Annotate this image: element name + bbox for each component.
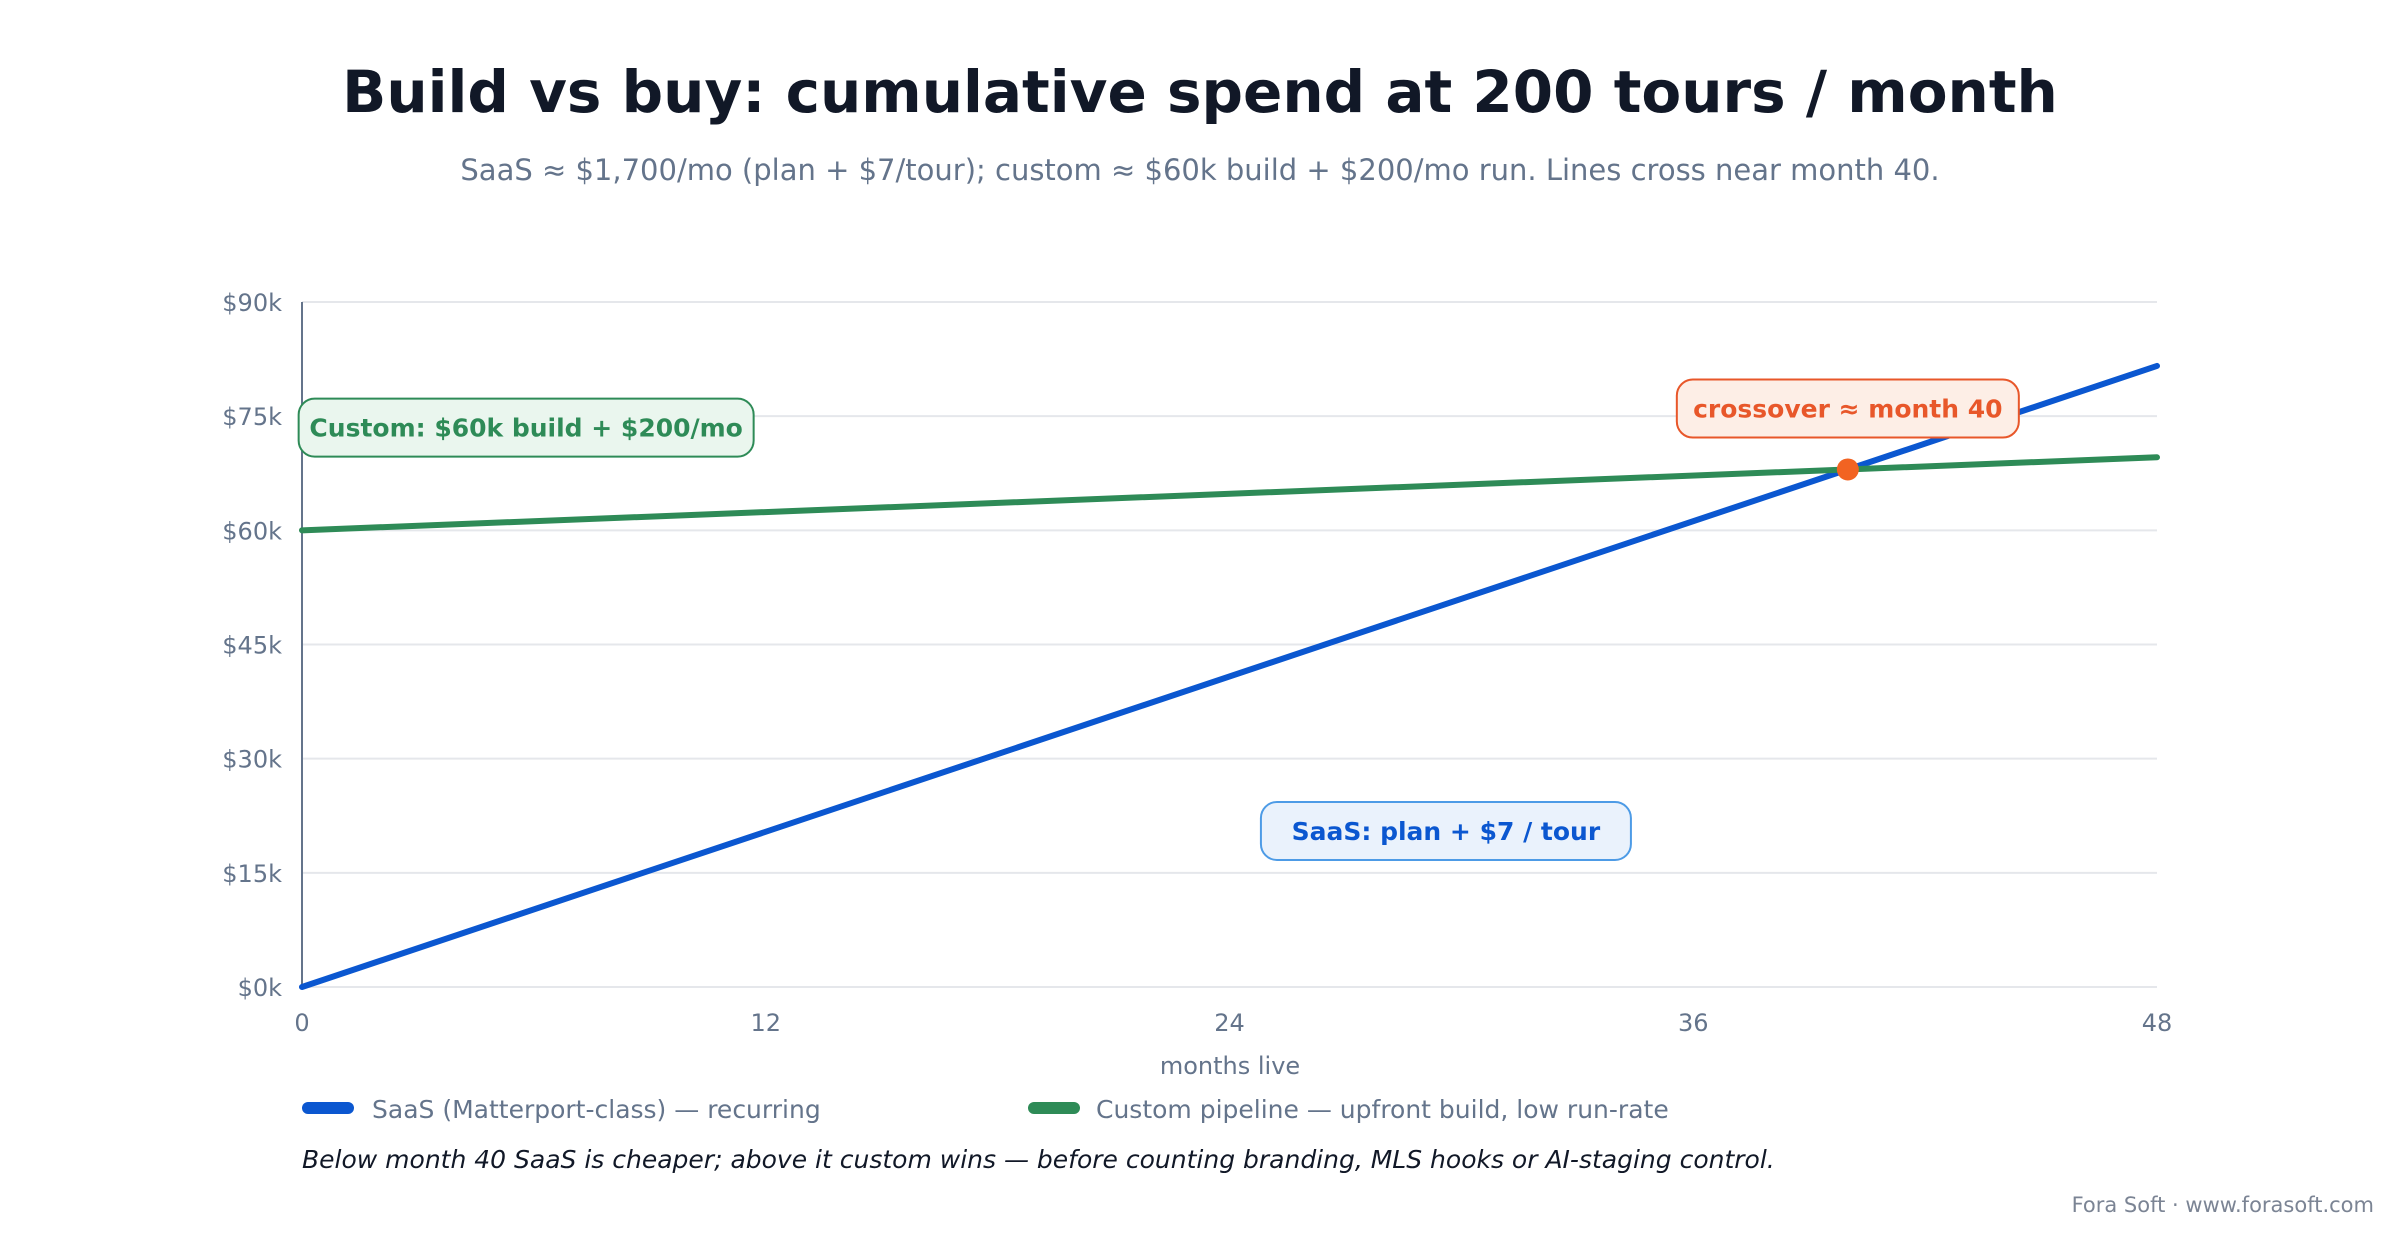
series-line-custom <box>299 454 2160 534</box>
annotation-custom-text: Custom: $60k build + $200/mo <box>309 414 742 443</box>
x-tick-label: 12 <box>750 1009 781 1037</box>
y-tick-label: $60k <box>222 517 282 545</box>
crossover-marker <box>1836 458 1859 481</box>
y-tick-label: $45k <box>222 632 282 660</box>
x-axis-label: months live <box>1160 1052 1300 1080</box>
annotation-crossover-text: crossover ≈ month 40 <box>1693 395 2002 424</box>
y-tick-labels: $0k $15k $30k $45k $60k $75k $90k <box>222 289 282 1002</box>
chart-title: Build vs buy: cumulative spend at 200 to… <box>342 58 2058 126</box>
y-tick-label: $90k <box>222 289 282 317</box>
y-tick-label: $0k <box>238 974 283 1002</box>
chart-subtitle: SaaS ≈ $1,700/mo (plan + $7/tour); custo… <box>460 153 1939 187</box>
y-tick-label: $30k <box>222 746 282 774</box>
annotation-custom-box <box>297 397 755 458</box>
annotation-custom: Custom: $60k build + $200/mo <box>297 397 755 458</box>
chart-note: Below month 40 SaaS is cheaper; above it… <box>302 1145 1775 1174</box>
annotation-crossover-box <box>1675 378 2020 439</box>
legend: SaaS (Matterport-class) — recurring Cust… <box>302 1095 1669 1124</box>
y-tick-label: $75k <box>222 403 282 431</box>
annotations: Custom: $60k build + $200/mo SaaS: plan +… <box>297 378 2020 861</box>
x-tick-label: 36 <box>1678 1009 1709 1037</box>
annotation-saas-box <box>1259 800 1632 861</box>
annotation-saas: SaaS: plan + $7 / tour <box>1259 800 1632 861</box>
x-tick-label: 0 <box>294 1009 309 1037</box>
series-lines <box>299 362 2160 990</box>
series-line-saas <box>299 362 2160 990</box>
annotation-crossover: crossover ≈ month 40 <box>1675 378 2020 439</box>
x-tick-label: 24 <box>1214 1009 1245 1037</box>
annotation-saas-text: SaaS: plan + $7 / tour <box>1292 817 1601 846</box>
credit: Fora Soft · www.forasoft.com <box>2072 1193 2374 1217</box>
legend-label-custom: Custom pipeline — upfront build, low run… <box>1096 1095 1669 1124</box>
x-tick-label: 48 <box>2142 1009 2173 1037</box>
y-tick-label: $15k <box>222 860 282 888</box>
legend-swatch-saas <box>302 1102 354 1114</box>
x-tick-labels: 0 12 24 36 48 <box>294 1009 2172 1037</box>
legend-swatch-custom <box>1028 1102 1080 1114</box>
legend-label-saas: SaaS (Matterport-class) — recurring <box>372 1095 821 1124</box>
